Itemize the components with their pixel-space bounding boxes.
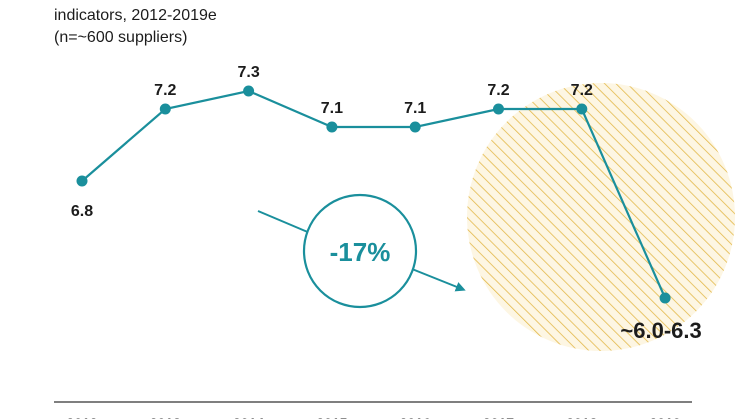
data-label-2014: 7.3 — [237, 64, 259, 81]
change-badge-label: -17% — [330, 237, 391, 267]
data-point-2015 — [326, 121, 338, 133]
data-label-2012: 6.8 — [71, 203, 93, 220]
data-point-2017 — [493, 103, 504, 115]
data-label-2013: 7.2 — [154, 82, 176, 99]
data-labels: 6.8 7.2 7.3 7.1 7.1 7.2 7.2 ~6.0-6.3 — [71, 64, 702, 343]
data-label-2017: 7.2 — [487, 82, 509, 99]
x-tick-2017: 2017 — [483, 415, 514, 419]
x-tick-2018: 2018 — [566, 415, 597, 419]
data-label-2016: 7.1 — [404, 100, 426, 117]
annotation-arrow-tail — [257, 210, 311, 234]
data-point-2019 — [659, 292, 671, 304]
x-tick-2019: 2019 — [650, 415, 681, 419]
chart-subtitle-line2: (n=~600 suppliers) — [54, 29, 187, 46]
data-point-2013 — [159, 103, 171, 115]
data-label-2019: ~6.0-6.3 — [620, 318, 701, 343]
data-label-2015: 7.1 — [321, 100, 343, 117]
estimate-hatched-region — [467, 83, 735, 351]
x-tick-2015: 2015 — [316, 415, 347, 419]
data-point-2012 — [76, 175, 88, 187]
x-axis-ticks: 2012 2013 2014 2015 2016 2017 2018 2019 — [66, 415, 680, 419]
data-label-2018: 7.2 — [571, 82, 593, 99]
data-points — [76, 85, 671, 304]
data-point-2014 — [243, 85, 255, 97]
x-tick-2014: 2014 — [233, 415, 264, 419]
change-badge — [302, 193, 418, 309]
x-tick-2013: 2013 — [150, 415, 181, 419]
annotation-arrow-head — [411, 268, 466, 292]
series-line — [81, 89, 667, 299]
data-point-2016 — [409, 121, 421, 133]
data-point-2018 — [576, 103, 588, 115]
x-tick-2016: 2016 — [400, 415, 431, 419]
chart-subtitle-line1: indicators, 2012-2019e — [54, 7, 217, 24]
x-tick-2012: 2012 — [66, 415, 97, 419]
